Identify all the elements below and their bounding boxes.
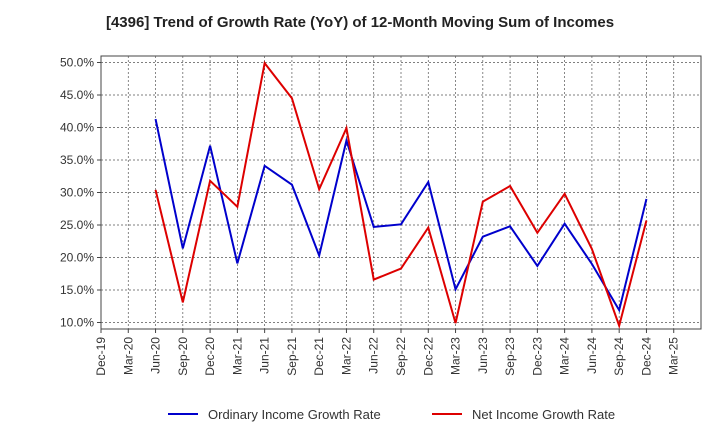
y-tick-label: 30.0% — [60, 186, 94, 200]
y-tick-label: 40.0% — [60, 121, 94, 135]
series-line-net-income — [154, 60, 648, 330]
x-tick-label: Mar-22 — [339, 337, 353, 375]
x-tick-label: Dec-20 — [203, 337, 217, 376]
y-tick-label: 35.0% — [60, 153, 94, 167]
series-line-ordinary-income — [154, 118, 648, 313]
x-tick-label: Jun-21 — [258, 337, 272, 374]
y-tick-label: 25.0% — [60, 218, 94, 232]
x-tick-label: Dec-23 — [530, 337, 544, 376]
y-tick-label: 10.0% — [60, 316, 94, 330]
x-tick-label: Sep-21 — [285, 337, 299, 376]
x-tick-label: Dec-19 — [94, 337, 108, 376]
x-tick-label: Sep-22 — [394, 337, 408, 376]
x-tick-label: Mar-21 — [230, 337, 244, 375]
x-tick-label: Dec-24 — [639, 337, 653, 376]
x-tick-label: Mar-25 — [667, 337, 681, 375]
chart-title: [4396] Trend of Growth Rate (YoY) of 12-… — [105, 14, 615, 31]
legend-ordinary-income-label: Ordinary Income Growth Rate — [208, 407, 381, 422]
x-tick-label: Sep-24 — [612, 337, 626, 376]
y-tick-label: 45.0% — [60, 88, 94, 102]
x-tick-label: Mar-20 — [121, 337, 135, 375]
y-tick-label: 15.0% — [60, 283, 94, 297]
x-tick-label: Mar-24 — [558, 337, 572, 375]
y-tick-label: 20.0% — [60, 251, 94, 265]
x-tick-label: Jun-22 — [367, 337, 381, 374]
legend-net-income-label: Net Income Growth Rate — [472, 407, 615, 422]
x-tick-label: Sep-20 — [176, 337, 190, 376]
x-tick-label: Dec-21 — [312, 337, 326, 376]
x-tick-label: Jun-20 — [149, 337, 163, 374]
x-tick-label: Sep-23 — [503, 337, 517, 376]
x-tick-label: Dec-22 — [421, 337, 435, 376]
x-tick-label: Mar-23 — [449, 337, 463, 375]
x-tick-label: Jun-23 — [476, 337, 490, 374]
x-tick-label: Jun-24 — [585, 337, 599, 374]
y-tick-label: 50.0% — [60, 56, 94, 70]
